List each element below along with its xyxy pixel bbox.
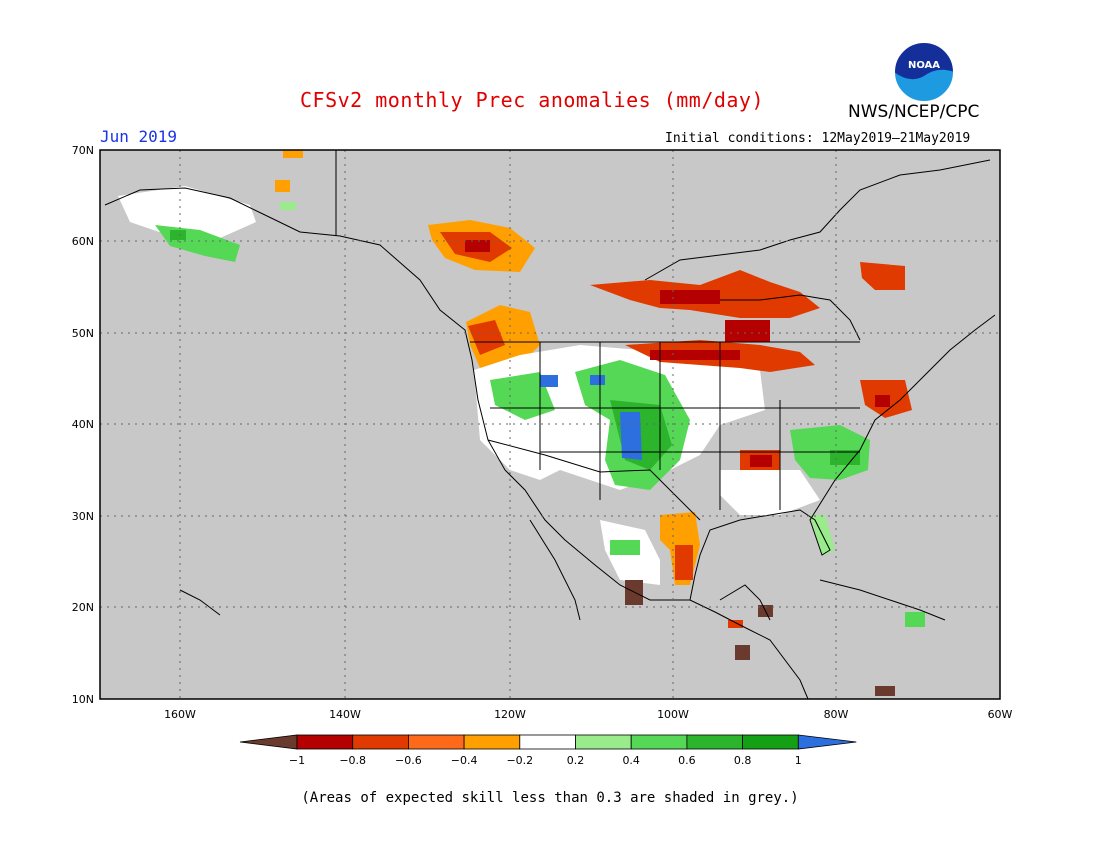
colorbar-label: −1 — [289, 754, 305, 767]
lon-label: 120W — [494, 708, 526, 721]
skill-note: (Areas of expected skill less than 0.3 a… — [301, 790, 799, 806]
front-range-heavy-wet — [620, 412, 642, 460]
colorbar-label: −0.8 — [339, 754, 366, 767]
lon-label: 160W — [164, 708, 196, 721]
colorbar-swatch — [296, 734, 354, 750]
colorbar-label: −0.2 — [506, 754, 533, 767]
lon-label: 100W — [657, 708, 689, 721]
political-borders — [335, 150, 860, 521]
colorbar-label: −0.4 — [451, 754, 478, 767]
lat-label: 50N — [72, 327, 94, 340]
colorbar-label: 0.8 — [734, 754, 752, 767]
southern-white-region — [720, 470, 820, 515]
pacific-northwest-dry-region — [466, 305, 540, 370]
lat-label: 30N — [72, 510, 94, 523]
forecast-month: Jun 2019 — [100, 127, 178, 146]
pacific-northwest-dry-region — [468, 320, 505, 355]
lat-label: 70N — [72, 144, 94, 157]
colorbar-swatch — [407, 734, 465, 750]
latitude-labels: 70N 60N 50N 40N 30N 20N 10N — [72, 144, 94, 706]
lon-label: 80W — [824, 708, 849, 721]
colorbar: −1 −0.8 −0.6 −0.4 −0.2 0.2 0.4 0.6 0.8 1 — [239, 734, 857, 767]
colorbar-arrow-high — [797, 734, 857, 750]
logo-text: NOAA — [908, 60, 940, 71]
colorbar-swatch — [686, 734, 744, 750]
lat-label: 60N — [72, 235, 94, 248]
map-border — [99, 149, 1001, 700]
colorbar-swatch — [575, 734, 632, 750]
colorbar-swatch — [742, 734, 799, 750]
lon-label: 60W — [988, 708, 1013, 721]
agency-label: NWS/NCEP/CPC — [848, 102, 980, 122]
initial-conditions: Initial conditions: 12May2019–21May2019 — [665, 131, 971, 146]
lon-label: 140W — [329, 708, 361, 721]
longitude-labels: 160W 140W 120W 100W 80W 60W — [164, 708, 1012, 721]
lat-label: 40N — [72, 418, 94, 431]
colorbar-label: 0.2 — [567, 754, 585, 767]
quebec-dry-region — [860, 262, 905, 290]
colorbar-label: −0.6 — [395, 754, 422, 767]
noaa-logo: NOAA — [893, 41, 955, 103]
colorbar-swatch — [519, 734, 576, 750]
colorbar-swatch — [352, 734, 409, 750]
lat-label: 10N — [72, 693, 94, 706]
graticule — [100, 150, 1000, 699]
alaska-green-region — [170, 230, 186, 240]
colorbar-swatch — [630, 734, 688, 750]
colorbar-arrow-low — [239, 734, 298, 750]
colorbar-label: 0.6 — [678, 754, 696, 767]
map-title: CFSv2 monthly Prec anomalies (mm/day) — [300, 88, 765, 112]
colorbar-swatch — [463, 734, 521, 750]
alaska-white-region — [118, 186, 256, 238]
lat-label: 20N — [72, 601, 94, 614]
colorbar-label: 1 — [795, 754, 802, 767]
colorbar-label: 0.4 — [622, 754, 640, 767]
